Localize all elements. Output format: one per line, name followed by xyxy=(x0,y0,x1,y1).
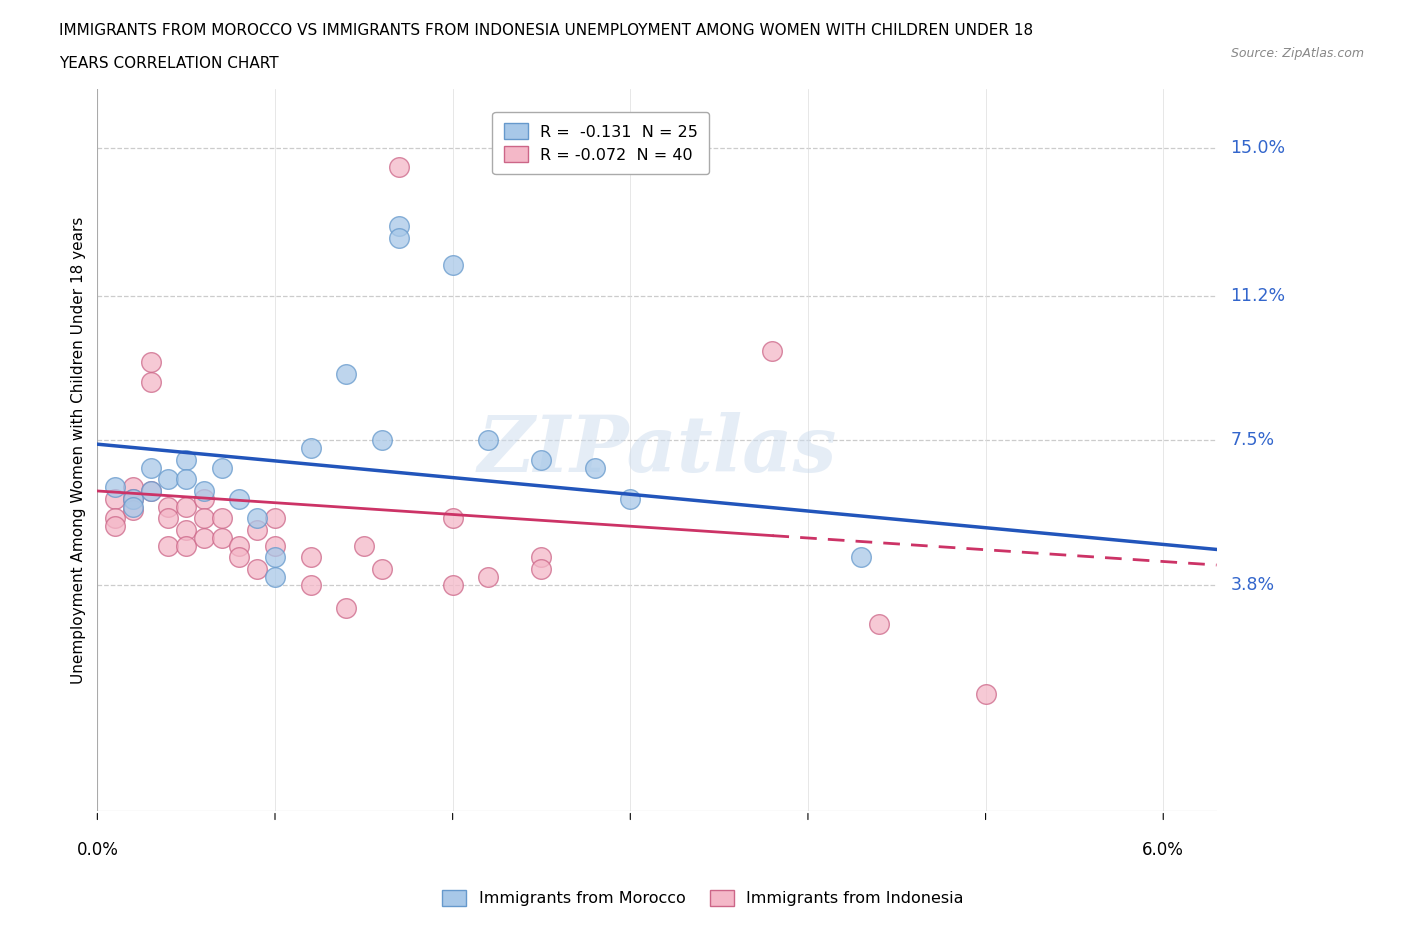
Point xyxy=(139,484,162,498)
Point xyxy=(974,686,997,701)
Text: 0.0%: 0.0% xyxy=(76,842,118,859)
Point xyxy=(122,480,145,495)
Point xyxy=(174,472,197,486)
Point xyxy=(157,499,180,514)
Point xyxy=(264,550,287,565)
Point xyxy=(157,511,180,525)
Point xyxy=(335,366,357,381)
Point xyxy=(174,452,197,467)
Point xyxy=(441,578,464,592)
Point xyxy=(530,452,553,467)
Point xyxy=(370,562,392,577)
Point xyxy=(211,460,233,475)
Point xyxy=(868,616,890,631)
Point xyxy=(211,511,233,525)
Point xyxy=(139,355,162,370)
Point xyxy=(228,491,250,506)
Point xyxy=(441,258,464,272)
Text: 15.0%: 15.0% xyxy=(1230,139,1285,157)
Point xyxy=(139,484,162,498)
Text: 3.8%: 3.8% xyxy=(1230,576,1275,593)
Point xyxy=(104,519,127,534)
Point xyxy=(211,530,233,545)
Point xyxy=(761,343,783,358)
Point xyxy=(583,460,606,475)
Point xyxy=(157,538,180,553)
Point xyxy=(851,550,873,565)
Point xyxy=(104,491,127,506)
Text: ZIPatlas: ZIPatlas xyxy=(477,412,837,488)
Text: Source: ZipAtlas.com: Source: ZipAtlas.com xyxy=(1230,46,1364,60)
Legend: R =  -0.131  N = 25, R = -0.072  N = 40: R = -0.131 N = 25, R = -0.072 N = 40 xyxy=(492,112,710,174)
Point xyxy=(139,375,162,390)
Point xyxy=(477,569,499,584)
Point xyxy=(264,538,287,553)
Text: YEARS CORRELATION CHART: YEARS CORRELATION CHART xyxy=(59,56,278,71)
Point xyxy=(139,460,162,475)
Point xyxy=(122,491,145,506)
Point xyxy=(174,538,197,553)
Point xyxy=(122,503,145,518)
Point xyxy=(122,499,145,514)
Point xyxy=(193,491,215,506)
Point xyxy=(299,578,322,592)
Point xyxy=(388,160,411,175)
Point xyxy=(477,432,499,447)
Point xyxy=(157,472,180,486)
Point xyxy=(246,511,269,525)
Text: 11.2%: 11.2% xyxy=(1230,287,1285,305)
Point xyxy=(104,511,127,525)
Point xyxy=(264,569,287,584)
Point xyxy=(299,441,322,456)
Point xyxy=(193,530,215,545)
Point xyxy=(530,550,553,565)
Legend: Immigrants from Morocco, Immigrants from Indonesia: Immigrants from Morocco, Immigrants from… xyxy=(436,884,970,912)
Point xyxy=(619,491,641,506)
Point xyxy=(441,511,464,525)
Point xyxy=(388,230,411,245)
Y-axis label: Unemployment Among Women with Children Under 18 years: Unemployment Among Women with Children U… xyxy=(72,217,86,684)
Text: 6.0%: 6.0% xyxy=(1142,842,1184,859)
Point xyxy=(193,511,215,525)
Point xyxy=(370,432,392,447)
Point xyxy=(193,484,215,498)
Point xyxy=(264,511,287,525)
Point xyxy=(174,499,197,514)
Point xyxy=(122,491,145,506)
Point xyxy=(388,219,411,233)
Point xyxy=(228,550,250,565)
Point xyxy=(530,562,553,577)
Point xyxy=(335,601,357,616)
Point xyxy=(299,550,322,565)
Point xyxy=(174,523,197,538)
Point xyxy=(104,480,127,495)
Point xyxy=(246,523,269,538)
Point xyxy=(353,538,375,553)
Text: IMMIGRANTS FROM MOROCCO VS IMMIGRANTS FROM INDONESIA UNEMPLOYMENT AMONG WOMEN WI: IMMIGRANTS FROM MOROCCO VS IMMIGRANTS FR… xyxy=(59,23,1033,38)
Point xyxy=(228,538,250,553)
Text: 7.5%: 7.5% xyxy=(1230,432,1275,449)
Point xyxy=(246,562,269,577)
